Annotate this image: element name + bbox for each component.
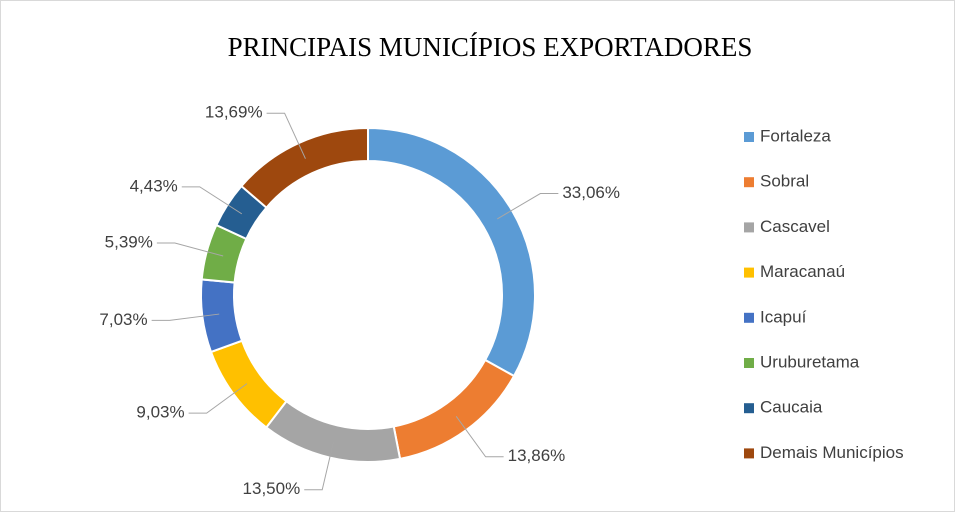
- leader-line: [266, 112, 306, 159]
- legend-swatch: [744, 132, 754, 142]
- legend-label: Uruburetama: [760, 352, 860, 371]
- legend-swatch: [744, 177, 754, 188]
- legend-label: Icapuí: [760, 307, 807, 326]
- data-label: 5,39%: [105, 233, 153, 252]
- legend-swatch: [744, 358, 754, 368]
- donut-segment: [240, 126, 369, 210]
- legend-swatch: [744, 312, 754, 323]
- legend-swatch: [744, 448, 754, 459]
- data-label: 13,69%: [205, 103, 263, 122]
- legend-label: Caucaia: [760, 398, 823, 417]
- data-label: 13,86%: [508, 446, 566, 465]
- data-label: 7,03%: [99, 310, 147, 329]
- leader-line: [151, 313, 220, 321]
- legend-label: Cascavel: [760, 217, 830, 236]
- data-label: 9,03%: [136, 403, 184, 422]
- leader-line: [455, 416, 504, 458]
- leader-line: [156, 242, 224, 257]
- legend-swatch: [744, 403, 754, 414]
- leader-line: [188, 383, 248, 414]
- data-label: 33,06%: [562, 183, 620, 202]
- leader-line: [497, 193, 559, 220]
- data-label: 4,43%: [130, 176, 178, 195]
- data-label: 13,50%: [243, 479, 301, 498]
- legend-label: Sobral: [760, 172, 809, 191]
- legend-swatch: [744, 267, 754, 278]
- legend-label: Fortaleza: [760, 126, 831, 145]
- legend-swatch: [744, 222, 754, 233]
- chart-title: PRINCIPAIS MUNICÍPIOS EXPORTADORES: [228, 32, 753, 62]
- legend-label: Demais Municípios: [760, 443, 904, 462]
- leader-line: [181, 186, 243, 215]
- leader-line: [304, 440, 335, 491]
- legend-label: Maracanaú: [760, 262, 845, 281]
